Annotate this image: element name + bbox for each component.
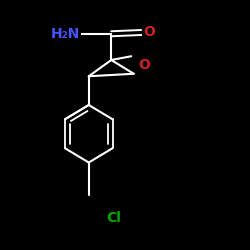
Text: Cl: Cl [106, 210, 121, 224]
Text: H₂N: H₂N [51, 27, 80, 41]
Text: O: O [143, 26, 155, 40]
Text: O: O [138, 58, 150, 72]
